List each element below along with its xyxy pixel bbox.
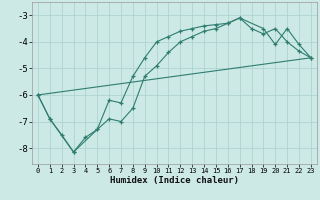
X-axis label: Humidex (Indice chaleur): Humidex (Indice chaleur) xyxy=(110,176,239,185)
